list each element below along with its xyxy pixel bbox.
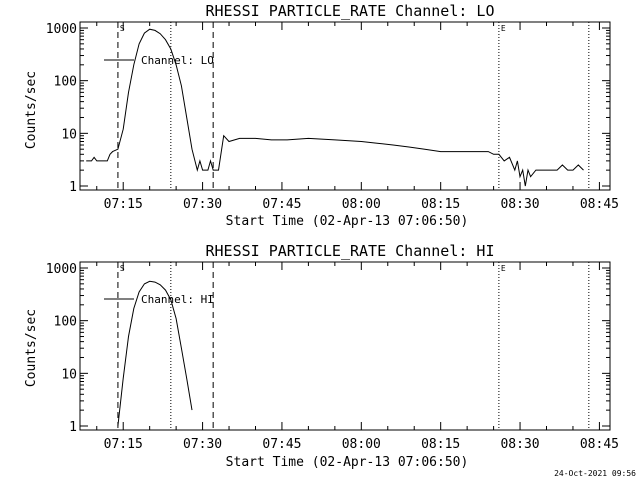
- legend: Channel: LO: [104, 54, 214, 67]
- y-axis-label: Counts/sec: [24, 309, 39, 387]
- time-marker-label: S: [120, 24, 125, 33]
- y-tick-label: 1: [69, 180, 77, 195]
- y-ticks: 1 10 100 1000: [46, 262, 610, 435]
- time-marker-label: E: [501, 264, 506, 273]
- x-tick-label: 07:30: [183, 437, 222, 452]
- time-marker-label: E: [501, 24, 506, 33]
- x-tick-label: 08:30: [500, 197, 539, 212]
- x-tick-label: 08:15: [421, 197, 460, 212]
- x-tick-label: 08:00: [342, 437, 381, 452]
- x-tick-label: 08:15: [421, 437, 460, 452]
- x-tick-label: 07:45: [262, 197, 301, 212]
- print-timestamp: 24-Oct-2021 09:56: [554, 469, 636, 478]
- legend-label: Channel: HI: [141, 293, 214, 306]
- y-tick-label: 1: [69, 420, 77, 435]
- plot-frame: [79, 21, 611, 191]
- series-layer: [117, 280, 193, 427]
- x-axis-label: Start Time (02-Apr-13 07:06:50): [226, 214, 469, 229]
- x-tick-label: 08:00: [342, 197, 381, 212]
- x-tick-label: 07:30: [183, 197, 222, 212]
- y-ticks: 1 10 100 1000: [46, 22, 610, 195]
- legend: Channel: HI: [104, 293, 214, 306]
- time-marker-label: S: [120, 264, 125, 273]
- chart-title: RHESSI PARTICLE_RATE Channel: HI: [206, 242, 495, 260]
- y-tick-label: 10: [61, 127, 77, 142]
- plot-frame: [79, 261, 611, 431]
- x-tick-label: 08:45: [580, 437, 619, 452]
- x-tick-label: 07:15: [104, 197, 143, 212]
- y-axis-label: Counts/sec: [24, 71, 39, 149]
- y-tick-label: 1000: [46, 262, 77, 277]
- series-line: [117, 280, 193, 427]
- y-tick-label: 100: [54, 315, 77, 330]
- legend-label: Channel: LO: [141, 54, 214, 67]
- y-tick-label: 1000: [46, 22, 77, 37]
- y-tick-label: 100: [54, 75, 77, 90]
- x-ticks: 07:15 07:30 07:45 08:00 08:15 08:30 08:45: [96, 262, 619, 452]
- panel-hi: RHESSI PARTICLE_RATE Channel: HI Counts/…: [24, 242, 619, 470]
- panel-lo: RHESSI PARTICLE_RATE Channel: LO Counts/…: [24, 2, 619, 229]
- x-tick-label: 07:45: [262, 437, 301, 452]
- chart-title: RHESSI PARTICLE_RATE Channel: LO: [206, 2, 495, 20]
- series-line: [86, 28, 584, 187]
- x-ticks: 07:15 07:30 07:45 08:00 08:15 08:30 08:45: [96, 22, 619, 212]
- y-tick-label: 10: [61, 367, 77, 382]
- x-tick-label: 08:30: [500, 437, 539, 452]
- series-layer: [86, 28, 584, 187]
- x-tick-label: 08:45: [580, 197, 619, 212]
- x-axis-label: Start Time (02-Apr-13 07:06:50): [226, 455, 469, 470]
- x-tick-label: 07:15: [104, 437, 143, 452]
